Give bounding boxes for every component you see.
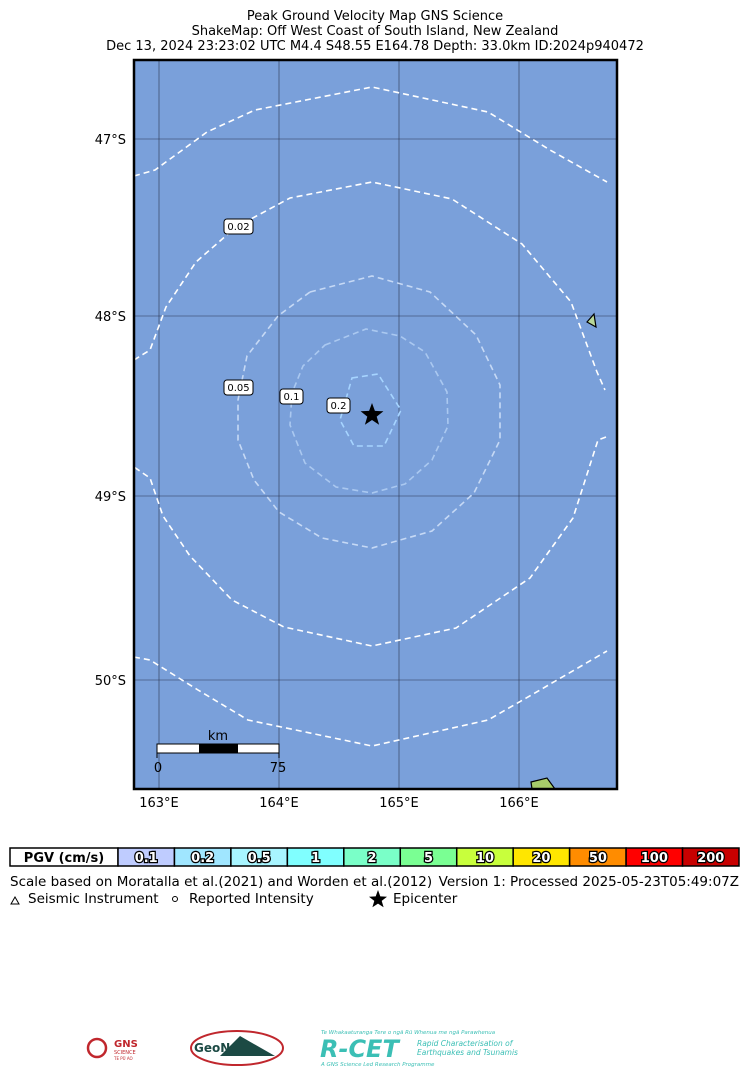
rcet-line: Earthquakes and Tsunamis [417, 1048, 518, 1057]
land [530, 777, 556, 789]
island [586, 312, 597, 329]
legend-label: 100 [641, 851, 668, 866]
contour-label: 0.1 [284, 392, 300, 403]
rcet-tagline: A GNS Science Led Research Programme [320, 1062, 435, 1068]
contour [134, 86, 608, 183]
symbol-label: Reported Intensity [189, 891, 314, 907]
epicenter-symbol [369, 890, 387, 908]
legend-label: 0.5 [248, 851, 271, 866]
instrument-symbol [10, 895, 20, 905]
legend-label: 1 [311, 851, 320, 866]
map-frame [132, 58, 619, 791]
geonet-ring [190, 1030, 284, 1066]
contour [134, 181, 606, 391]
label-box [326, 397, 351, 414]
legend-label: 5 [424, 851, 433, 866]
contour-label: 0.05 [227, 383, 249, 394]
gns-mark [86, 1037, 108, 1059]
geonet-text: GeoNet [194, 1041, 244, 1055]
symbol-label: Seismic Instrument [28, 891, 159, 907]
contour [134, 436, 607, 647]
geonet-mountain [220, 1036, 275, 1056]
lon-label: 164°E [259, 796, 299, 811]
contour [134, 650, 608, 747]
lat-label: 50°S [95, 674, 126, 689]
symbol-label: Epicenter [393, 891, 458, 907]
label-box [223, 379, 254, 396]
scale-note: Scale based on Moratalla et al.(2021) an… [10, 874, 432, 890]
lat-label: 49°S [95, 490, 126, 505]
rcet-maori: Te Whakaaturanga Tere o ngā Rū Whenua me… [321, 1030, 496, 1036]
legend-label: 200 [697, 851, 724, 866]
epicenter [360, 403, 384, 425]
legend-label: 20 [532, 851, 550, 866]
legend-label: 0.2 [191, 851, 214, 866]
gns-text: GNS [114, 1039, 138, 1050]
rcet-logo: Te Whakaaturanga Tere o ngā Rū Whenua me… [320, 1030, 518, 1068]
scale-label: 0 [154, 761, 162, 776]
label-box [223, 218, 254, 235]
legend-cell [681, 847, 740, 867]
legend-title: PGV (cm/s) [24, 851, 104, 866]
legend-label: 2 [368, 851, 377, 866]
contour-label: 0.02 [227, 222, 249, 233]
graticule [134, 60, 617, 789]
legend-label: 50 [589, 851, 607, 866]
lon-label: 163°E [139, 796, 179, 811]
legend-label: 10 [476, 851, 494, 866]
lat-label: 47°S [95, 133, 126, 148]
lon-label: 166°E [499, 796, 539, 811]
map: 0.02 0.05 0.1 0.2 km 0 75 47°S 48°S 49°S… [95, 58, 619, 811]
rcet-line: Rapid Characterisation of [417, 1039, 514, 1048]
version: Version 1: Processed 2025-05-23T05:49:07… [439, 874, 739, 890]
label-box [279, 388, 304, 405]
scale-bar: km 0 75 [154, 729, 286, 776]
event-info: Dec 13, 2024 23:23:02 UTC M4.4 S48.55 E1… [106, 39, 644, 54]
ocean [134, 60, 617, 789]
pgv-legend: PGV (cm/s) 0.1 0.2 0.5 1 2 5 10 20 50 100 200 [9, 847, 740, 867]
gns-text: TE PŪ AO [113, 1056, 133, 1061]
scale-unit: km [208, 729, 228, 744]
scale-segment [199, 744, 238, 753]
rcet-name: R-CET [320, 1035, 400, 1063]
subtitle: ShakeMap: Off West Coast of South Island… [192, 24, 559, 39]
scale-label: 75 [270, 761, 287, 776]
lat-label: 48°S [95, 310, 126, 325]
gns-text: SCIENCE [114, 1050, 136, 1056]
gns-logo: GNS SCIENCE TE PŪ AO [86, 1037, 138, 1061]
contour-labels: 0.02 0.05 0.1 0.2 [223, 218, 351, 414]
intensity-symbol [172, 896, 178, 902]
lon-label: 165°E [379, 796, 419, 811]
title: Peak Ground Velocity Map GNS Science [247, 9, 503, 24]
legend-label: 0.1 [135, 851, 158, 866]
contour-label: 0.2 [331, 401, 347, 412]
geonet-logo: GeoNet [190, 1030, 284, 1066]
